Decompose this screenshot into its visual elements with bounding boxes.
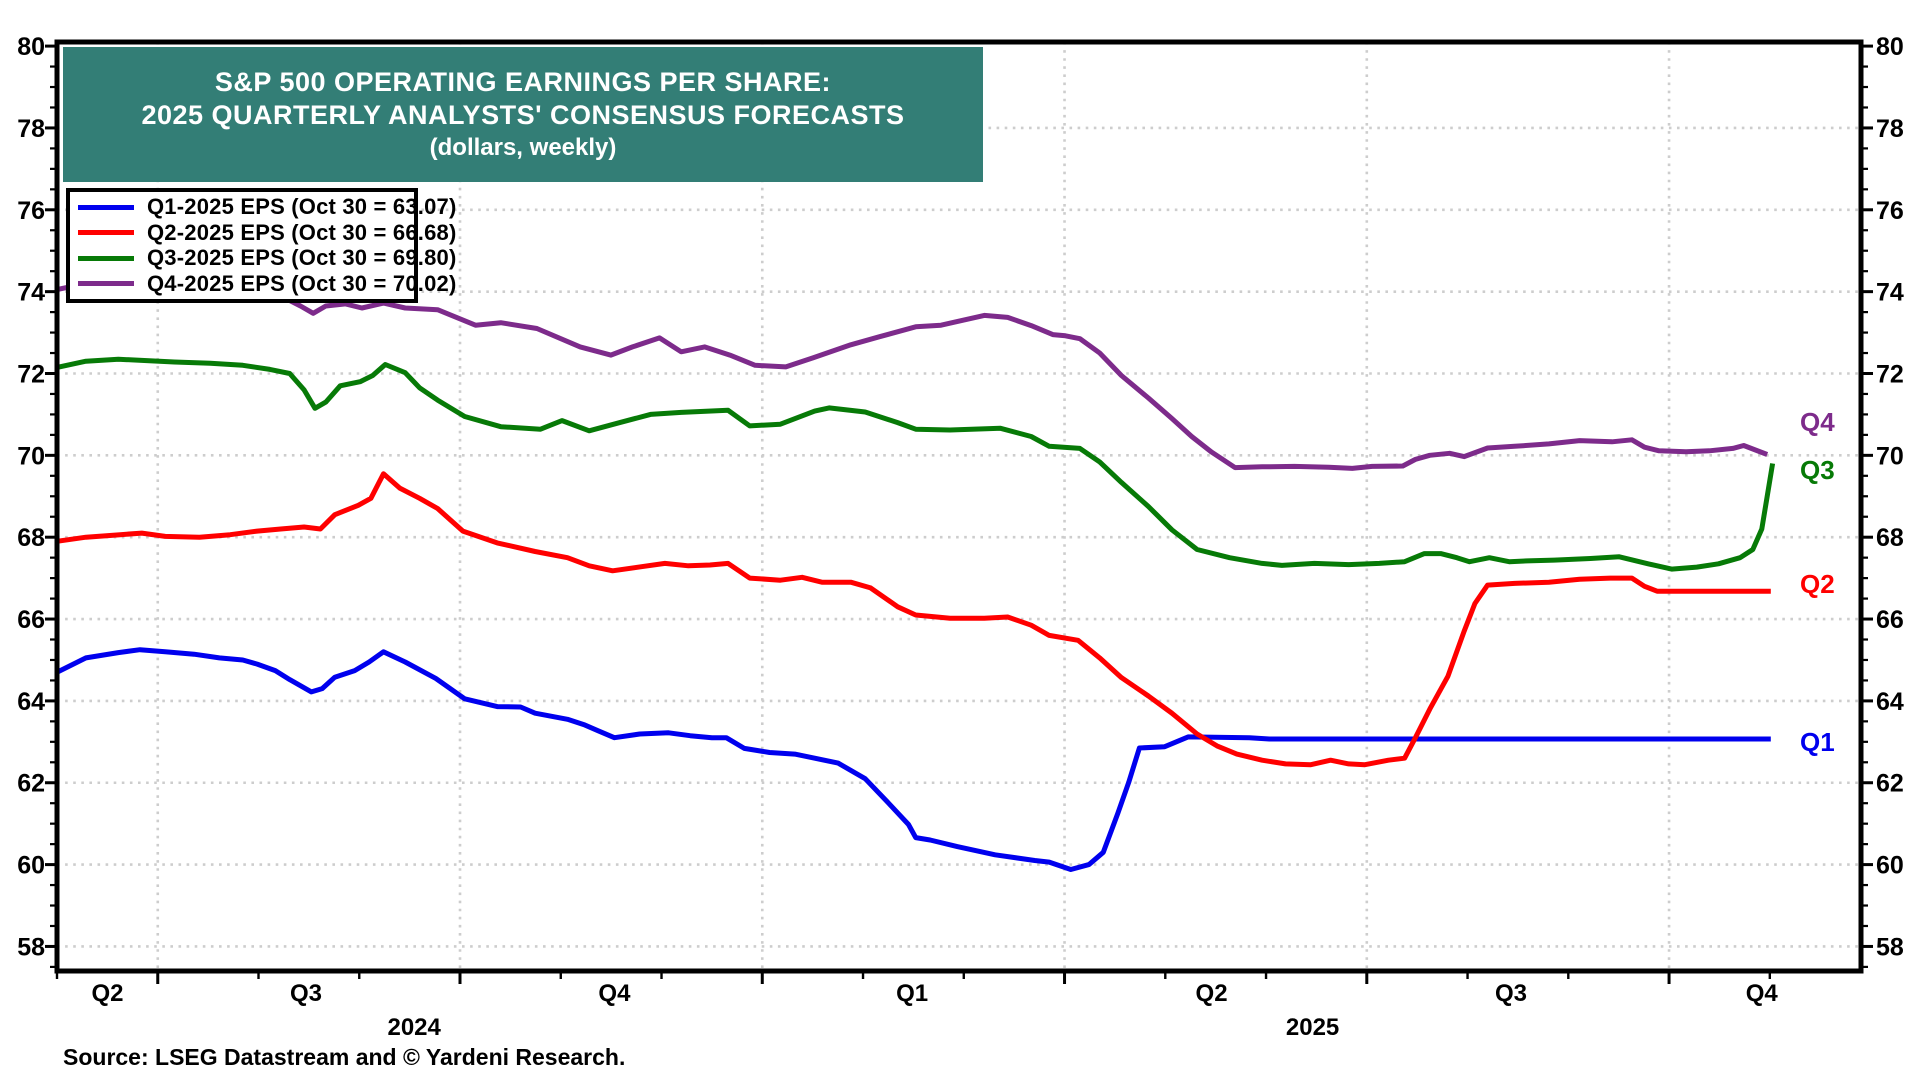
legend-line-swatch-q4 <box>78 281 134 287</box>
svg-text:72: 72 <box>1876 360 1904 388</box>
svg-text:80: 80 <box>1876 33 1904 61</box>
legend-row-q3: Q3-2025 EPS (Oct 30 = 69.80) <box>70 245 456 271</box>
svg-text:2025: 2025 <box>1286 1014 1339 1041</box>
svg-text:62: 62 <box>17 770 45 798</box>
legend-line-swatch-q1 <box>78 204 134 210</box>
svg-text:68: 68 <box>1876 524 1904 552</box>
legend-row-q2: Q2-2025 EPS (Oct 30 = 66.68) <box>70 220 456 245</box>
svg-text:64: 64 <box>17 688 45 716</box>
chart-title-line3: (dollars, weekly) <box>429 134 617 161</box>
legend-label-q2: Q2-2025 EPS (Oct 30 = 66.68) <box>147 219 457 245</box>
series-end-label-q1: Q1 <box>1800 726 1835 757</box>
svg-text:78: 78 <box>17 115 45 143</box>
svg-text:Q3: Q3 <box>1495 980 1527 1007</box>
svg-text:74: 74 <box>17 279 45 307</box>
series-end-label-q3: Q3 <box>1800 454 1835 485</box>
svg-text:Q2: Q2 <box>92 980 124 1007</box>
svg-text:60: 60 <box>17 852 45 880</box>
svg-text:66: 66 <box>17 606 45 634</box>
legend-row-q4: Q4-2025 EPS (Oct 30 = 70.02) <box>70 271 456 296</box>
svg-text:66: 66 <box>1876 606 1904 634</box>
svg-text:62: 62 <box>1876 770 1904 798</box>
svg-text:Q3: Q3 <box>290 980 322 1007</box>
legend-row-q1: Q1-2025 EPS (Oct 30 = 63.07) <box>70 194 456 220</box>
svg-text:70: 70 <box>1876 442 1904 470</box>
series-end-label-q2: Q2 <box>1800 569 1835 600</box>
legend-line-swatch-q2 <box>78 230 134 236</box>
svg-text:60: 60 <box>1876 852 1904 880</box>
svg-text:58: 58 <box>17 933 45 961</box>
svg-text:72: 72 <box>17 360 45 388</box>
title-banner: S&P 500 OPERATING EARNINGS PER SHARE: 20… <box>63 47 983 182</box>
svg-text:Q2: Q2 <box>1196 980 1228 1007</box>
svg-text:Q4: Q4 <box>1746 980 1779 1007</box>
legend-label-q4: Q4-2025 EPS (Oct 30 = 70.02) <box>147 270 457 296</box>
svg-text:Q4: Q4 <box>598 980 631 1007</box>
svg-text:70: 70 <box>17 442 45 470</box>
svg-text:78: 78 <box>1876 115 1904 143</box>
svg-text:2024: 2024 <box>387 1014 441 1041</box>
svg-text:68: 68 <box>17 524 45 552</box>
source-note: Source: LSEG Datastream and © Yardeni Re… <box>63 1044 626 1070</box>
svg-text:80: 80 <box>17 33 45 61</box>
svg-text:58: 58 <box>1876 933 1904 961</box>
legend-line-swatch-q3 <box>78 255 134 261</box>
series-end-label-q4: Q4 <box>1800 406 1835 437</box>
legend-box: Q1-2025 EPS (Oct 30 = 63.07) Q2-2025 EPS… <box>66 188 456 303</box>
svg-text:76: 76 <box>17 197 45 225</box>
svg-text:Q1: Q1 <box>896 980 928 1007</box>
svg-text:64: 64 <box>1876 688 1904 716</box>
chart-title-line1: S&P 500 OPERATING EARNINGS PER SHARE: <box>214 67 832 97</box>
svg-text:74: 74 <box>1876 279 1904 307</box>
legend-label-q1: Q1-2025 EPS (Oct 30 = 63.07) <box>147 194 457 220</box>
legend-label-q3: Q3-2025 EPS (Oct 30 = 69.80) <box>147 245 457 271</box>
chart-title-line2: 2025 QUARTERLY ANALYSTS' CONSENSUS FOREC… <box>141 100 905 130</box>
svg-text:76: 76 <box>1876 197 1904 225</box>
